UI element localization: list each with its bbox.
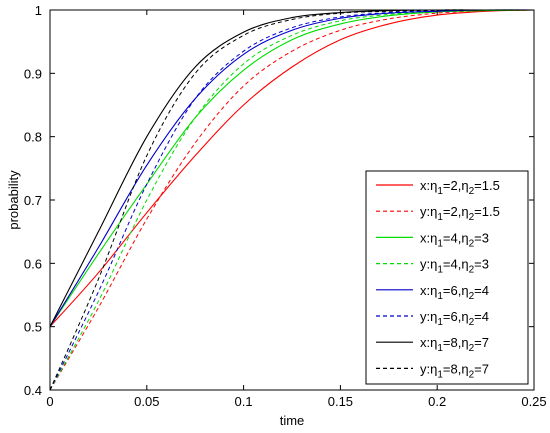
series-line-2: [49, 9, 535, 391]
legend-label: y:η1=2,η2=1.5: [420, 204, 500, 223]
y-tick-label: 0.4: [24, 383, 42, 398]
x-tick-label: 0.2: [428, 394, 446, 409]
legend-label: y:η1=6,η2=4: [420, 309, 489, 328]
legend-label: x:η1=6,η2=4: [420, 283, 489, 302]
legend-label: x:η1=8,η2=7: [420, 335, 489, 354]
y-tick-label: 0.9: [24, 66, 42, 81]
legend: x:η1=2,η2=1.5 y:η1=2,η2=1.5 x:η1=4,η2=3 y:η…: [365, 170, 529, 385]
x-tick-label: 0.1: [235, 394, 253, 409]
legend-label: x:η1=4,η2=3: [420, 230, 489, 249]
legend-label: y:η1=4,η2=3: [420, 257, 489, 276]
y-axis-label: probability: [6, 170, 21, 230]
series-line-6: [49, 9, 535, 391]
y-tick-label: 0.5: [24, 320, 42, 335]
y-tick-label: 0.8: [24, 130, 42, 145]
x-tick-label: 0.25: [521, 394, 546, 409]
series-line-5: [49, 9, 535, 327]
x-axis: 0 0.05 0.1 0.15 0.2 0.25: [46, 10, 547, 409]
y-tick-label: 1: [35, 3, 42, 18]
legend-box: [365, 170, 529, 385]
x-tick-label: 0: [46, 394, 53, 409]
series-line-1: [49, 9, 535, 328]
y-tick-label: 0.6: [24, 256, 42, 271]
x-tick-label: 0.05: [134, 394, 159, 409]
x-tick-label: 0.15: [328, 394, 353, 409]
legend-label: y:η1=8,η2=7: [420, 361, 489, 380]
x-axis-label: time: [280, 413, 305, 428]
y-tick-label: 0.7: [24, 193, 42, 208]
legend-label: x:η1=2,η2=1.5: [420, 178, 500, 197]
y-axis: 0.4 0.5 0.6 0.7 0.8 0.9 1: [24, 3, 534, 398]
